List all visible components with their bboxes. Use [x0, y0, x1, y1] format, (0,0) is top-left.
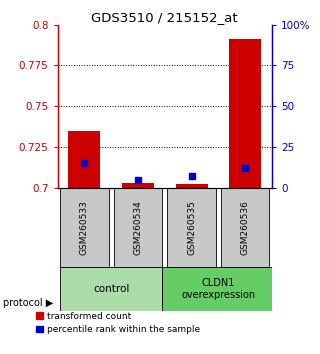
Bar: [175, 184, 208, 188]
FancyBboxPatch shape: [60, 188, 108, 267]
FancyBboxPatch shape: [162, 267, 275, 311]
Text: protocol ▶: protocol ▶: [3, 298, 53, 308]
FancyBboxPatch shape: [221, 188, 269, 267]
Text: GSM260536: GSM260536: [241, 200, 250, 255]
Text: GSM260534: GSM260534: [133, 200, 142, 255]
Text: GSM260533: GSM260533: [80, 200, 89, 255]
Text: control: control: [93, 284, 129, 294]
Text: CLDN1
overexpression: CLDN1 overexpression: [181, 278, 255, 300]
Text: GSM260535: GSM260535: [187, 200, 196, 255]
Bar: [229, 39, 261, 188]
FancyBboxPatch shape: [167, 188, 216, 267]
Bar: [68, 131, 100, 188]
Legend: transformed count, percentile rank within the sample: transformed count, percentile rank withi…: [36, 312, 200, 334]
Title: GDS3510 / 215152_at: GDS3510 / 215152_at: [92, 11, 238, 24]
FancyBboxPatch shape: [114, 188, 162, 267]
Bar: [122, 183, 154, 188]
FancyBboxPatch shape: [60, 267, 162, 311]
